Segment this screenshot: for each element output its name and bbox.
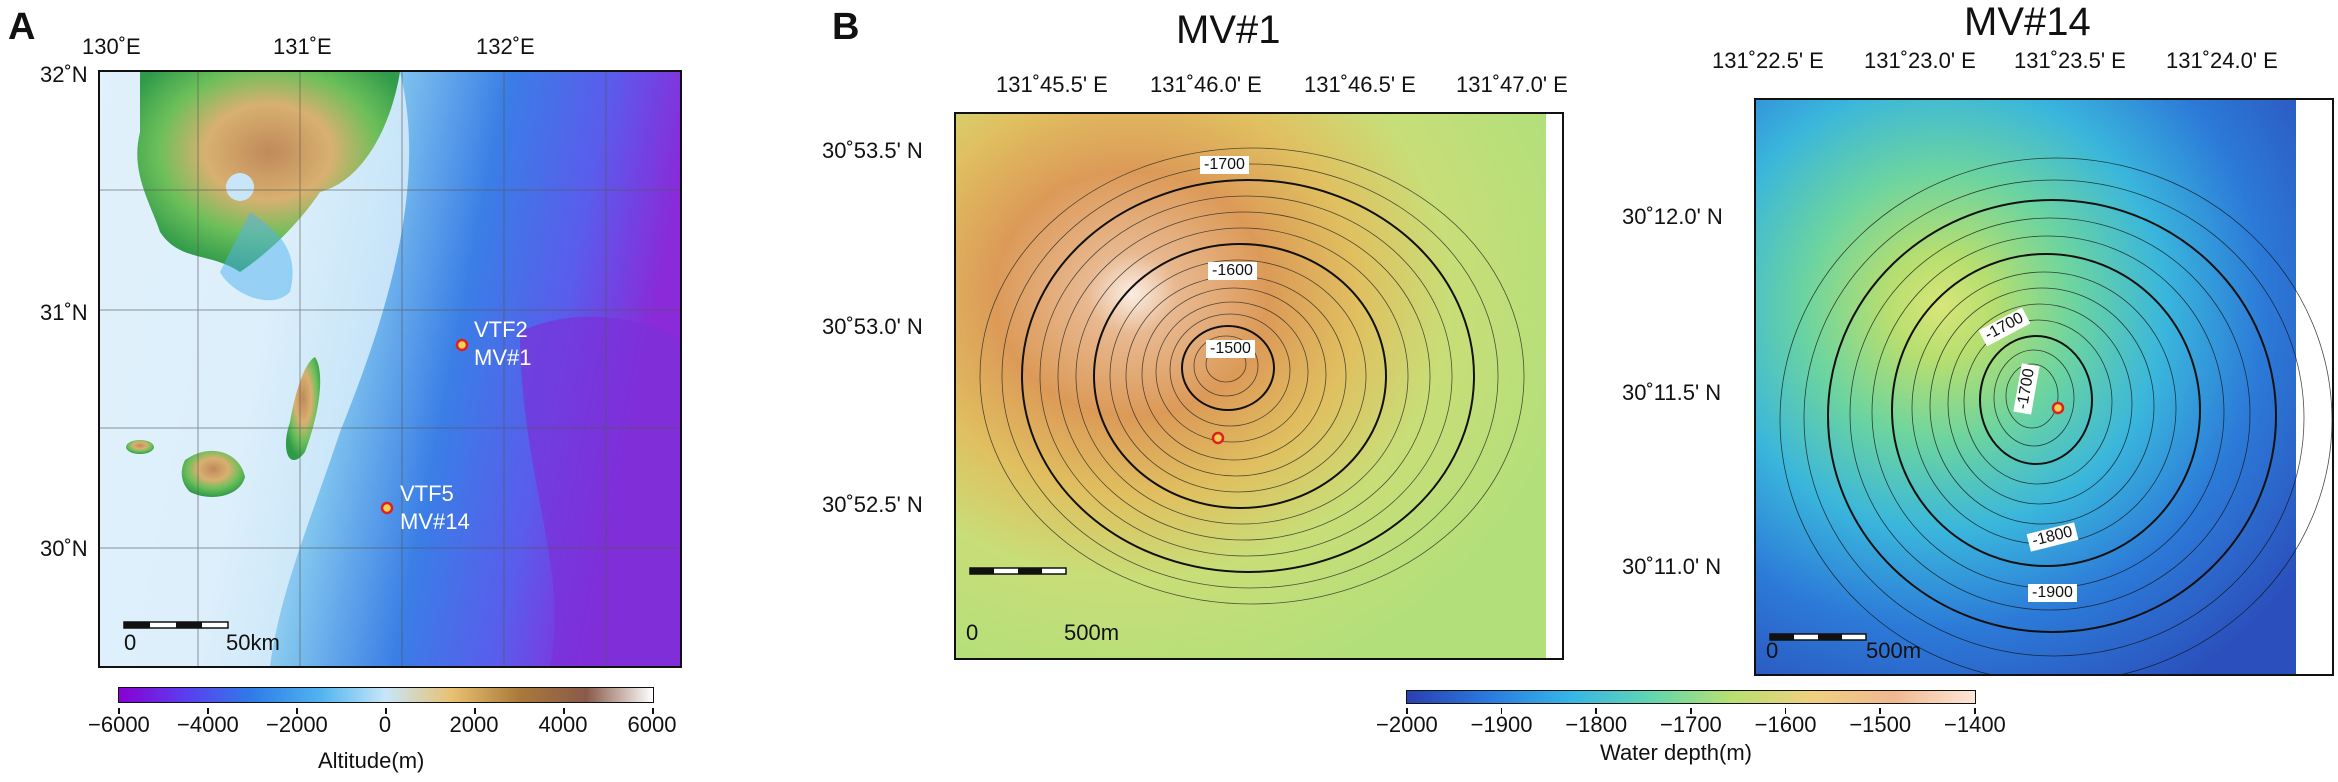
mv1-name: MV#1 <box>474 345 532 370</box>
water-depth-colorbar-tick-label: −2000 <box>1376 712 1438 737</box>
altitude-colorbar-tick-mark <box>207 708 209 714</box>
bay-water <box>220 212 293 301</box>
lat-tick-30: 30˚N <box>40 536 88 561</box>
scale-mv1-end: 500m <box>1064 620 1120 645</box>
regional-bathymetry-map <box>98 70 682 668</box>
water-depth-colorbar-tick-mark <box>1690 708 1692 714</box>
scale-bar-a <box>123 621 229 629</box>
mv1-nodata-edge <box>1546 114 1562 658</box>
scale-mv14-end: 500m <box>1866 638 1922 663</box>
altitude-colorbar-tick-label: −4000 <box>177 712 239 737</box>
mv1-lat-tick-3: 30˚52.5' N <box>822 492 923 517</box>
scale-a-end: 50km <box>226 630 280 655</box>
altitude-colorbar-tick-label: 4000 <box>538 712 588 737</box>
altitude-colorbar-tick-label: 2000 <box>449 712 499 737</box>
water-depth-colorbar-tick-label: −1400 <box>1944 712 2006 737</box>
water-depth-colorbar-tick-mark <box>1784 708 1787 714</box>
mv1-map-svg <box>956 114 1562 658</box>
water-depth-colorbar-tick-mark <box>1879 708 1881 714</box>
water-depth-colorbar-label: Water depth(m) <box>1600 740 1753 765</box>
mv1-contour-label-2: -1600 <box>1208 262 1257 280</box>
altitude-colorbar-label: Altitude(m) <box>318 748 425 773</box>
lat-tick-31: 31˚N <box>40 300 88 325</box>
mv14-lat-tick-2: 30˚11.5' N <box>1622 380 1722 405</box>
altitude-colorbar <box>118 687 654 703</box>
vtf2-site-marker <box>455 338 469 352</box>
lon-tick-131: 131˚E <box>273 34 332 59</box>
mv14-lon-tick-3: 131˚23.5' E <box>2014 48 2126 73</box>
mv1-lon-tick-3: 131˚46.5' E <box>1304 72 1416 97</box>
scale-a-start: 0 <box>124 630 137 655</box>
scale-mv14-start: 0 <box>1766 638 1779 663</box>
mv14-nodata-edge <box>2296 100 2332 674</box>
lon-tick-130: 130˚E <box>82 34 141 59</box>
altitude-colorbar-tick-label: −2000 <box>266 712 328 737</box>
mv1-depth-surface <box>956 114 1562 658</box>
mv14-lon-tick-4: 131˚24.0' E <box>2166 48 2278 73</box>
water-depth-colorbar-tick-label: −1700 <box>1660 712 1722 737</box>
mv1-site-marker <box>1211 431 1225 445</box>
altitude-colorbar-tick-mark <box>118 708 120 714</box>
mv1-bathymetry-map: -1700 -1600 -1500 <box>954 112 1564 660</box>
vtf5-name: VTF5 <box>400 481 454 506</box>
graticule <box>100 72 680 666</box>
scale-bar-mv1 <box>969 567 1067 575</box>
water-depth-colorbar-tick-mark <box>1406 708 1408 714</box>
mv1-lon-tick-4: 131˚47.0' E <box>1456 72 1568 97</box>
altitude-colorbar-tick-mark <box>296 708 298 714</box>
vtf2-name: VTF2 <box>474 317 528 342</box>
water-depth-colorbar-tick-label: −1500 <box>1849 712 1912 737</box>
altitude-colorbar-tick-mark <box>563 708 565 714</box>
altitude-colorbar-tick-mark <box>474 708 476 714</box>
scale-mv1-start: 0 <box>966 620 979 645</box>
mv1-lat-tick-1: 30˚53.5' N <box>822 138 923 163</box>
mv1-contour-label-3: -1500 <box>1206 340 1255 358</box>
panel-a-letter: A <box>8 6 36 48</box>
mv14-index-contours <box>1827 199 2277 633</box>
water-depth-colorbar-tick-label: −1900 <box>1470 712 1533 737</box>
water-depth-colorbar-tick-mark <box>1595 708 1597 714</box>
scale-bar-mv14 <box>1769 633 1867 641</box>
kagoshima-bay <box>226 173 254 201</box>
tanegashima-island <box>285 357 321 461</box>
mv14-contour-label-4: -1900 <box>2028 584 2077 602</box>
altitude-colorbar-tick-label: 6000 <box>627 712 677 737</box>
mv14-lat-tick-1: 30˚12.0' N <box>1622 204 1723 229</box>
altitude-colorbar-tick-mark <box>652 708 654 714</box>
mv14-site-marker <box>2051 401 2065 415</box>
mv1-contour-label-1: -1700 <box>1200 156 1249 174</box>
water-depth-colorbar-tick-mark <box>1974 708 1976 714</box>
water-depth-colorbar-tick-label: −1600 <box>1754 712 1817 737</box>
altitude-colorbar-tick-label: 0 <box>378 712 392 737</box>
mv14-bathymetry-map: -1700 -1700 -1800 -1900 <box>1754 98 2334 676</box>
mv14-lon-tick-1: 131˚22.5' E <box>1712 48 1824 73</box>
mv14-map-svg <box>1756 100 2332 674</box>
mv14-lon-tick-2: 131˚23.0' E <box>1864 48 1976 73</box>
deep-basin <box>520 316 680 666</box>
water-depth-colorbar <box>1406 690 1976 704</box>
mv14-name: MV#14 <box>400 509 470 534</box>
water-depth-colorbar-tick-mark <box>1500 708 1503 714</box>
mv1-index-contours <box>1021 179 1475 573</box>
vtf5-label: VTF5 MV#14 <box>400 480 470 536</box>
mv1-lon-tick-1: 131˚45.5' E <box>996 72 1108 97</box>
vtf2-label: VTF2 MV#1 <box>474 316 531 372</box>
vtf5-site-marker <box>380 501 394 515</box>
lon-tick-132: 132˚E <box>476 34 535 59</box>
water-depth-colorbar-tick-label: −1800 <box>1565 712 1628 737</box>
mv1-lat-tick-2: 30˚53.0' N <box>822 314 923 339</box>
altitude-colorbar-tick-mark <box>385 708 387 714</box>
panel-b-letter: B <box>832 6 860 48</box>
kyushu-landmass <box>137 72 400 272</box>
mv1-title: MV#1 <box>1176 8 1281 52</box>
mv1-lon-tick-2: 131˚46.0' E <box>1150 72 1262 97</box>
altitude-colorbar-tick-label: −6000 <box>88 712 150 737</box>
small-island <box>126 440 154 454</box>
mv14-title: MV#14 <box>1964 0 2091 44</box>
regional-map-svg <box>100 72 680 666</box>
lat-tick-32: 32˚N <box>40 62 88 87</box>
mv14-lat-tick-3: 30˚11.0' N <box>1622 554 1722 579</box>
